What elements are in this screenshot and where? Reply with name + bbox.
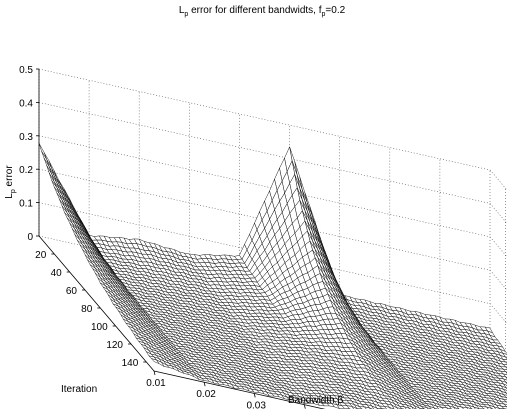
iteration-tick-label: 20 [35, 250, 47, 261]
iteration-tick-label: 100 [91, 322, 108, 333]
bandwidth-axis-line [153, 370, 326, 409]
z-tick-label: 0.3 [19, 132, 33, 143]
y-axis-label: Iteration [61, 384, 97, 395]
bandwidth-tick-mark [153, 370, 156, 376]
surface-patch [38, 142, 47, 160]
z-axis-label: Lp error [4, 165, 17, 199]
surface-patch [493, 406, 501, 409]
bandwidth-tick-label: 0.03 [246, 400, 266, 409]
grid-line [38, 135, 491, 238]
error-surface [38, 142, 507, 409]
iteration-tick-label: 40 [51, 268, 63, 279]
iteration-axis-line [38, 235, 155, 372]
grid-line [489, 169, 507, 191]
bandwidth-tick-mark [303, 404, 306, 409]
z-tick-label: 0.1 [19, 199, 33, 210]
z-tick-label: 0 [27, 232, 33, 243]
grid-line [38, 68, 491, 171]
z-tick-label: 0.2 [19, 165, 33, 176]
z-tick-label: 0.4 [19, 98, 33, 109]
iteration-tick-label: 120 [106, 340, 123, 351]
axes-lines [38, 69, 326, 409]
grid-line [489, 203, 507, 224]
z-tick-label: 0.5 [19, 65, 33, 76]
chart-title: Lp error for different bandwidts, fp=0.2 [179, 5, 346, 18]
iteration-tick-label: 140 [122, 358, 139, 369]
bandwidth-tick-label: 0.02 [196, 389, 216, 400]
grid-line [38, 102, 491, 204]
x-axis-label: Bandwidth β [288, 395, 343, 406]
bandwidth-tick-label: 0.01 [146, 378, 166, 389]
iteration-tick-label: 60 [66, 286, 78, 297]
bandwidth-tick-mark [203, 382, 206, 387]
bandwidth-tick-mark [253, 393, 256, 398]
surface-patch [150, 358, 160, 365]
iteration-tick-label: 80 [81, 304, 93, 315]
